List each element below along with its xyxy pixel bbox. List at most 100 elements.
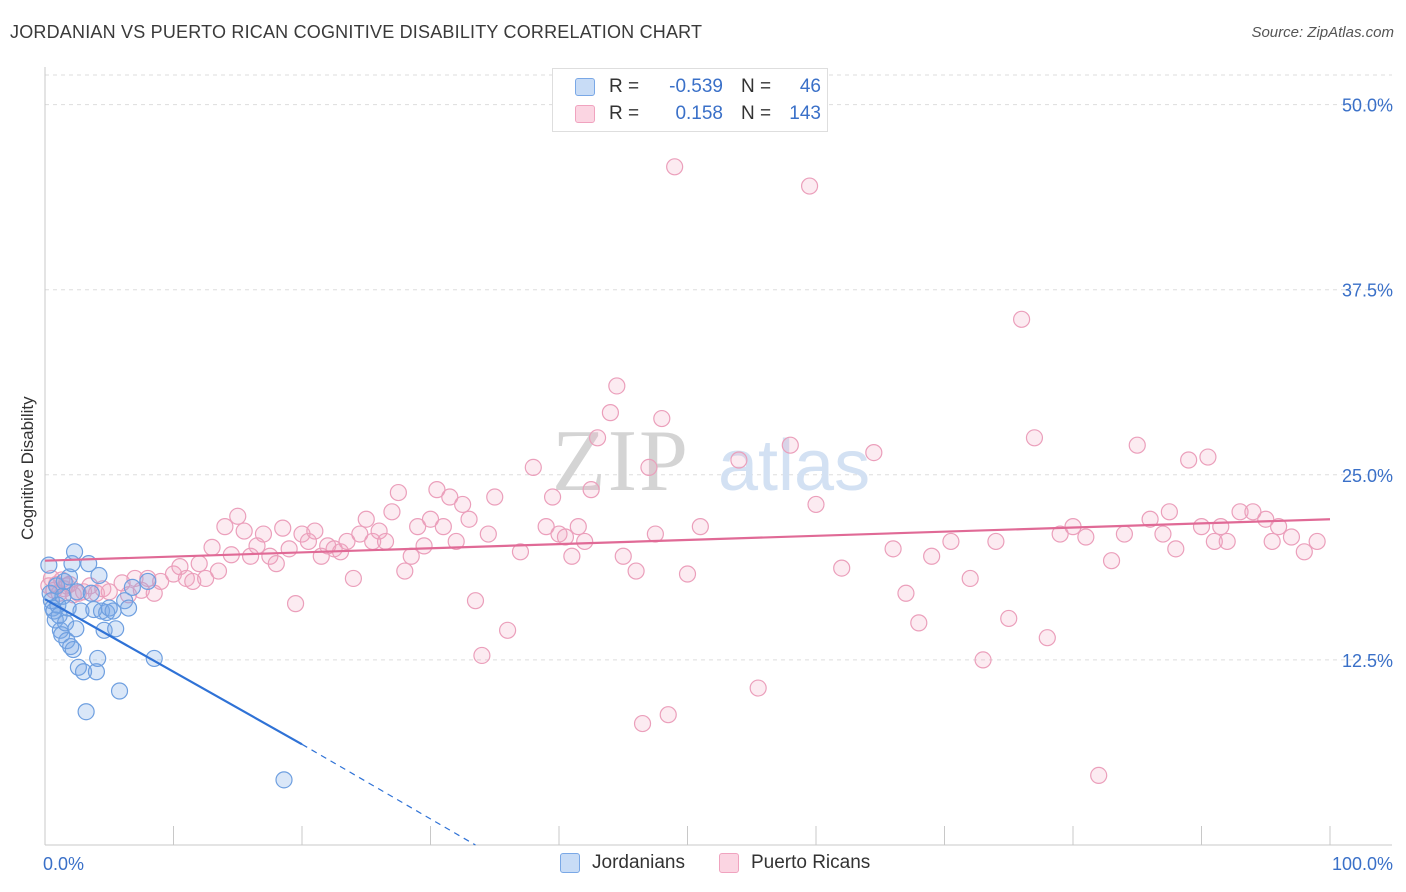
puerto-rican-point: [1263, 532, 1281, 551]
puerto-rican-point: [1282, 528, 1301, 546]
puerto-rican-point: [807, 495, 825, 514]
puerto-rican-trend-line: [44, 518, 1331, 562]
puerto-rican-point: [184, 572, 202, 591]
puerto-rican-point: [242, 547, 260, 565]
puerto-rican-point: [1212, 518, 1230, 536]
y-tick-label: 12.5%: [1342, 651, 1393, 671]
puerto-rican-point: [1077, 528, 1095, 546]
puerto-rican-point: [421, 510, 440, 528]
jordanian-point: [74, 663, 93, 681]
series-label-jordanians: Jordanians: [592, 852, 685, 873]
chart-title: JORDANIAN VS PUERTO RICAN COGNITIVE DISA…: [10, 22, 703, 42]
puerto-rican-point: [409, 518, 427, 536]
source-label: Source: ZipAtlas.com: [1251, 24, 1394, 41]
legend-n-value: 143: [789, 103, 821, 124]
puerto-rican-point: [229, 507, 247, 525]
puerto-rican-point: [640, 458, 658, 477]
puerto-rican-point: [659, 706, 677, 724]
puerto-rican-point: [614, 547, 632, 565]
puerto-rican-point: [627, 562, 645, 580]
puerto-rican-point: [1167, 540, 1185, 558]
puerto-rican-point: [781, 436, 799, 454]
puerto-rican-point: [1244, 503, 1262, 521]
puerto-rican-point: [1000, 609, 1018, 628]
legend-swatch-puerto-ricans: [575, 105, 595, 123]
puerto-rican-point: [441, 488, 459, 506]
x-tick-label: 100.0%: [1332, 854, 1393, 874]
puerto-rican-point: [1231, 503, 1249, 521]
x-tick-label: 0.0%: [43, 854, 84, 874]
puerto-rican-point: [1160, 503, 1178, 521]
puerto-rican-point: [197, 569, 215, 588]
puerto-rican-point: [486, 488, 504, 506]
puerto-rican-point: [678, 565, 697, 583]
jordanian-point: [110, 682, 129, 700]
puerto-rican-point: [1102, 552, 1121, 570]
jordanian-point: [275, 771, 293, 789]
puerto-rican-point: [1025, 429, 1044, 447]
legend-row-puerto-ricans: R = 0.158 N = 143: [575, 100, 821, 128]
series-label-puerto-ricans: Puerto Ricans: [750, 852, 871, 873]
series-swatch-jordanians: [560, 853, 580, 873]
jordanian-point: [60, 568, 79, 586]
puerto-rican-point: [974, 651, 992, 669]
puerto-rican-point: [524, 458, 542, 477]
puerto-rican-point: [479, 525, 497, 543]
puerto-rican-point: [415, 537, 433, 555]
jordanian-point: [90, 566, 108, 585]
y-tick-label: 50.0%: [1342, 96, 1393, 116]
jordanian-point: [87, 663, 106, 681]
puerto-rican-point: [428, 481, 446, 499]
puerto-rican-point: [1090, 766, 1108, 785]
puerto-rican-point: [280, 540, 298, 558]
y-axis-label: Cognitive Disability: [18, 396, 37, 540]
puerto-rican-point: [1154, 525, 1172, 543]
jordanian-point: [107, 620, 125, 638]
puerto-rican-point: [1051, 525, 1069, 543]
puerto-rican-point: [1192, 518, 1211, 536]
puerto-rican-point: [370, 522, 388, 540]
series-legend-jordanians[interactable]: Jordanians: [560, 852, 685, 874]
watermark-zip: ZIP: [552, 413, 690, 510]
legend-n-label: N =: [741, 103, 772, 124]
puerto-rican-point: [1257, 510, 1275, 528]
legend-r-label: R =: [609, 103, 640, 124]
puerto-rican-point: [447, 532, 465, 551]
jordanian-point: [64, 640, 82, 659]
puerto-rican-point: [666, 158, 684, 176]
puerto-rican-point: [351, 525, 369, 543]
puerto-rican-point: [216, 518, 234, 536]
puerto-rican-point: [1180, 451, 1198, 469]
correlation-legend: R = -0.539 N = 46 R = 0.158 N = 143: [552, 68, 828, 132]
series-legend-puerto-ricans[interactable]: Puerto Ricans: [718, 852, 871, 874]
puerto-rican-point: [203, 538, 221, 556]
legend-row-jordanians: R = -0.539 N = 46: [575, 73, 821, 101]
puerto-rican-point: [1199, 448, 1217, 466]
puerto-rican-point: [800, 177, 819, 195]
jordanian-point: [65, 543, 84, 561]
legend-r-value: 0.158: [675, 103, 723, 124]
puerto-rican-point: [1295, 543, 1313, 561]
puerto-rican-point: [473, 646, 491, 665]
y-tick-label: 37.5%: [1342, 281, 1393, 301]
puerto-rican-point: [923, 547, 941, 565]
jordanian-point: [123, 578, 141, 596]
puerto-rican-point: [633, 714, 652, 733]
puerto-rican-point: [454, 495, 472, 514]
puerto-rican-point: [601, 404, 620, 422]
puerto-rican-point: [691, 518, 709, 536]
puerto-rican-point: [499, 621, 517, 639]
puerto-rican-point: [383, 503, 401, 521]
puerto-rican-point: [730, 451, 748, 469]
puerto-rican-point: [434, 518, 452, 536]
series-legend: Jordanians Puerto Ricans: [560, 852, 904, 874]
jordanian-trend-extension: [301, 743, 476, 846]
puerto-rican-point: [274, 519, 292, 537]
jordanian-point: [139, 572, 157, 591]
jordanian-point: [82, 584, 100, 602]
puerto-rican-point: [1012, 310, 1031, 328]
puerto-rican-point: [254, 525, 273, 543]
puerto-rican-point: [910, 614, 928, 632]
jordanian-point: [119, 599, 138, 617]
legend-r-value: -0.539: [669, 76, 723, 97]
